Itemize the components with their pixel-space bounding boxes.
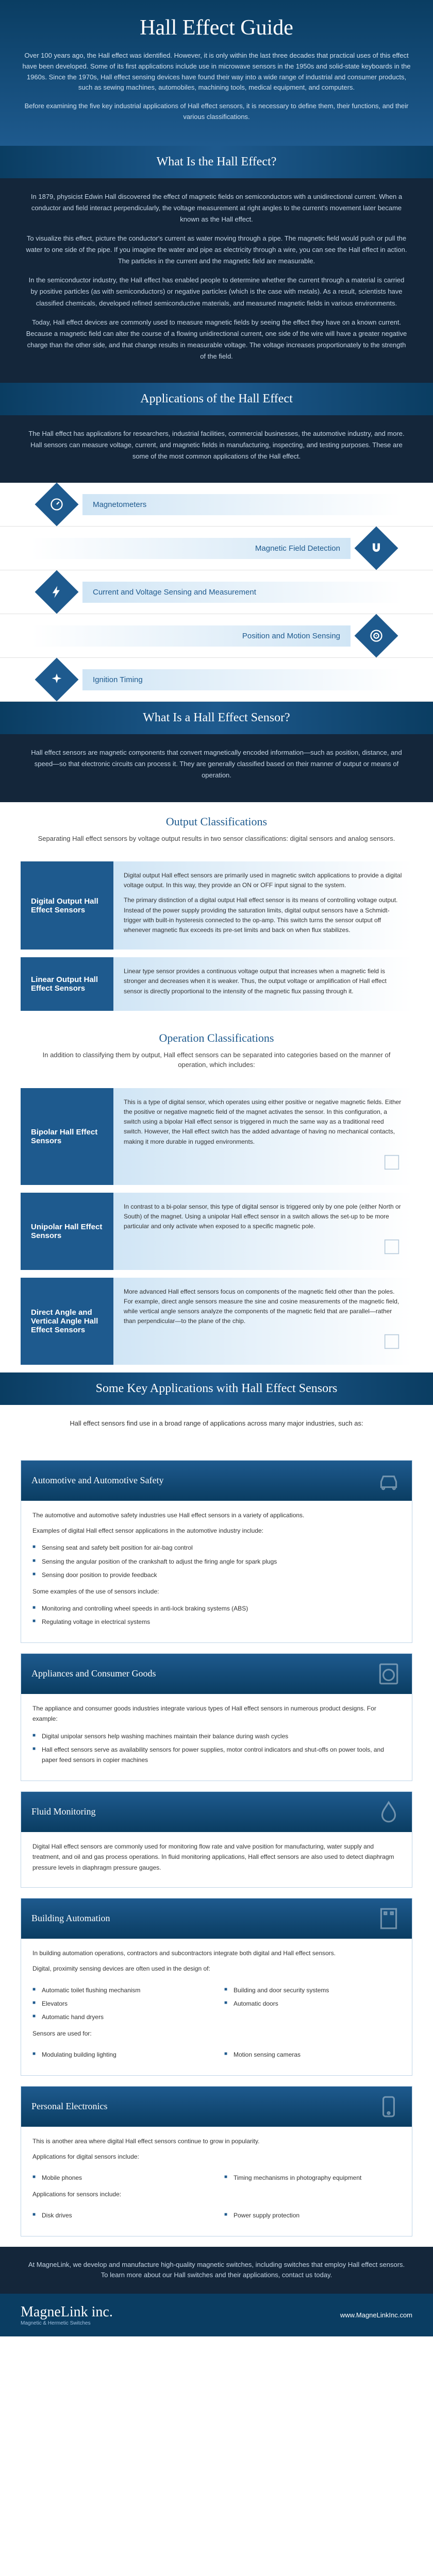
list-item: Sensing the angular position of the cran… (32, 1555, 401, 1568)
class-card-title: Bipolar Hall Effect Sensors (21, 1088, 113, 1185)
app-label: Magnetometers (82, 494, 402, 515)
key-app-sections: Automotive and Automotive Safety The aut… (0, 1460, 433, 2236)
app-icon (35, 483, 79, 527)
class-card-body: This is a type of digital sensor, which … (113, 1088, 412, 1185)
class-card-title: Unipolar Hall Effect Sensors (21, 1193, 113, 1270)
op-class-title: Operation Classifications (0, 1019, 433, 1050)
class-card-body: In contrast to a bi-polar sensor, this t… (113, 1193, 412, 1270)
key-app-body: Digital Hall effect sensors are commonly… (21, 1832, 412, 1887)
list-item: Modulating building lighting (32, 2048, 209, 2061)
key-app-title: Automotive and Automotive Safety (31, 1475, 163, 1486)
app-row: Magnetic Field Detection (0, 527, 433, 570)
key-app-body: The automotive and automotive safety ind… (21, 1501, 412, 1642)
class-card: Linear Output Hall Effect Sensors Linear… (21, 957, 412, 1011)
list-item: Hall effect sensors serve as availabilit… (32, 1743, 401, 1767)
drop-icon (376, 1799, 402, 1825)
list-item: Automatic toilet flushing mechanism (32, 1984, 209, 1997)
class-card-title: Direct Angle and Vertical Angle Hall Eff… (21, 1278, 113, 1365)
list-item: Digital unipolar sensors help washing ma… (32, 1730, 401, 1743)
list-item: Mobile phones (32, 2171, 209, 2184)
class-card-body: More advanced Hall effect sensors focus … (113, 1278, 412, 1365)
key-app-header: Personal Electronics (21, 2087, 412, 2127)
app-icon (35, 658, 79, 702)
list-item: Sensing door position to provide feedbac… (32, 1568, 401, 1582)
logo-text: MagneLink inc. (21, 2304, 113, 2320)
logo-tagline: Magnetic & Hermetic Switches (21, 2320, 113, 2326)
list-item: Power supply protection (224, 2209, 401, 2222)
app-label: Magnetic Field Detection (31, 538, 351, 559)
app-row: Position and Motion Sensing (0, 614, 433, 658)
key-app-title: Building Automation (31, 1913, 110, 1924)
what-is-body: In 1879, physicist Edwin Hall discovered… (0, 178, 433, 383)
list-item: Motion sensing cameras (224, 2048, 401, 2061)
key-app-section: Fluid Monitoring Digital Hall effect sen… (21, 1791, 412, 1888)
key-app-section: Appliances and Consumer Goods The applia… (21, 1653, 412, 1781)
phone-icon (376, 2094, 402, 2120)
key-app-section: Personal Electronics This is another are… (21, 2086, 412, 2236)
key-app-title: Fluid Monitoring (31, 1806, 96, 1817)
list-item: Disk drives (32, 2209, 209, 2222)
list-item: Automatic doors (224, 1997, 401, 2010)
app-label: Ignition Timing (82, 669, 402, 690)
list-item: Sensing seat and safety belt position fo… (32, 1541, 401, 1554)
app-row: Magnetometers (0, 483, 433, 527)
op-class-cards: Bipolar Hall Effect Sensors This is a ty… (0, 1088, 433, 1365)
app-row: Ignition Timing (0, 658, 433, 702)
key-app-section: Building Automation In building automati… (21, 1898, 412, 2076)
list-item: Regulating voltage in electrical systems (32, 1615, 401, 1629)
class-card: Bipolar Hall Effect Sensors This is a ty… (21, 1088, 412, 1185)
class-card-body: Digital output Hall effect sensors are p… (113, 861, 412, 950)
app-icon (35, 570, 79, 614)
output-class-title: Output Classifications (0, 802, 433, 834)
sensor-intro: Hall effect sensors are magnetic compone… (0, 734, 433, 802)
footer-bar: MagneLink inc. Magnetic & Hermetic Switc… (0, 2294, 433, 2336)
washer-icon (376, 1661, 402, 1687)
app-icon (355, 527, 398, 570)
key-app-body: In building automation operations, contr… (21, 1939, 412, 2075)
key-app-header: Appliances and Consumer Goods (21, 1654, 412, 1694)
applications-intro: The Hall effect has applications for res… (0, 415, 433, 483)
intro-p2: Before examining the five key industrial… (21, 101, 412, 123)
intro-p1: Over 100 years ago, the Hall effect was … (21, 50, 412, 93)
list-item: Elevators (32, 1997, 209, 2010)
page-title: Hall Effect Guide (21, 15, 412, 40)
footer-logo-block: MagneLink inc. Magnetic & Hermetic Switc… (21, 2304, 113, 2326)
banner-applications: Applications of the Hall Effect (0, 383, 433, 415)
application-list: Magnetometers Magnetic Field Detection C… (0, 483, 433, 702)
key-app-title: Appliances and Consumer Goods (31, 1668, 156, 1679)
key-app-title: Personal Electronics (31, 2101, 107, 2112)
building-icon (376, 1906, 402, 1931)
banner-key-apps: Some Key Applications with Hall Effect S… (0, 1372, 433, 1405)
class-card: Digital Output Hall Effect Sensors Digit… (21, 861, 412, 950)
key-app-body: This is another area where digital Hall … (21, 2127, 412, 2236)
footer-url[interactable]: www.MagneLinkInc.com (340, 2311, 412, 2319)
output-class-desc: Separating Hall effect sensors by voltag… (0, 834, 433, 854)
banner-what-is: What Is the Hall Effect? (0, 146, 433, 178)
class-card: Unipolar Hall Effect Sensors In contrast… (21, 1193, 412, 1270)
key-app-header: Automotive and Automotive Safety (21, 1461, 412, 1501)
class-card-title: Linear Output Hall Effect Sensors (21, 957, 113, 1011)
class-card-body: Linear type sensor provides a continuous… (113, 957, 412, 1011)
app-label: Current and Voltage Sensing and Measurem… (82, 582, 402, 603)
key-app-header: Building Automation (21, 1899, 412, 1939)
list-item: Building and door security systems (224, 1984, 401, 1997)
output-class-cards: Digital Output Hall Effect Sensors Digit… (0, 861, 433, 1011)
app-label: Position and Motion Sensing (31, 625, 351, 647)
footer-text: At MagneLink, we develop and manufacture… (0, 2247, 433, 2294)
key-apps-intro: Hall effect sensors find use in a broad … (0, 1405, 433, 1450)
key-app-header: Fluid Monitoring (21, 1792, 412, 1832)
op-class-desc: In addition to classifying them by outpu… (0, 1050, 433, 1080)
banner-sensor: What Is a Hall Effect Sensor? (0, 702, 433, 734)
key-app-body: The appliance and consumer goods industr… (21, 1694, 412, 1781)
app-icon (355, 614, 398, 658)
car-icon (376, 1468, 402, 1494)
list-item: Timing mechanisms in photography equipme… (224, 2171, 401, 2184)
key-app-section: Automotive and Automotive Safety The aut… (21, 1460, 412, 1643)
class-card: Direct Angle and Vertical Angle Hall Eff… (21, 1278, 412, 1365)
app-row: Current and Voltage Sensing and Measurem… (0, 570, 433, 614)
header: Hall Effect Guide Over 100 years ago, th… (0, 0, 433, 146)
list-item: Monitoring and controlling wheel speeds … (32, 1602, 401, 1615)
list-item: Automatic hand dryers (32, 2010, 209, 2024)
class-card-title: Digital Output Hall Effect Sensors (21, 861, 113, 950)
